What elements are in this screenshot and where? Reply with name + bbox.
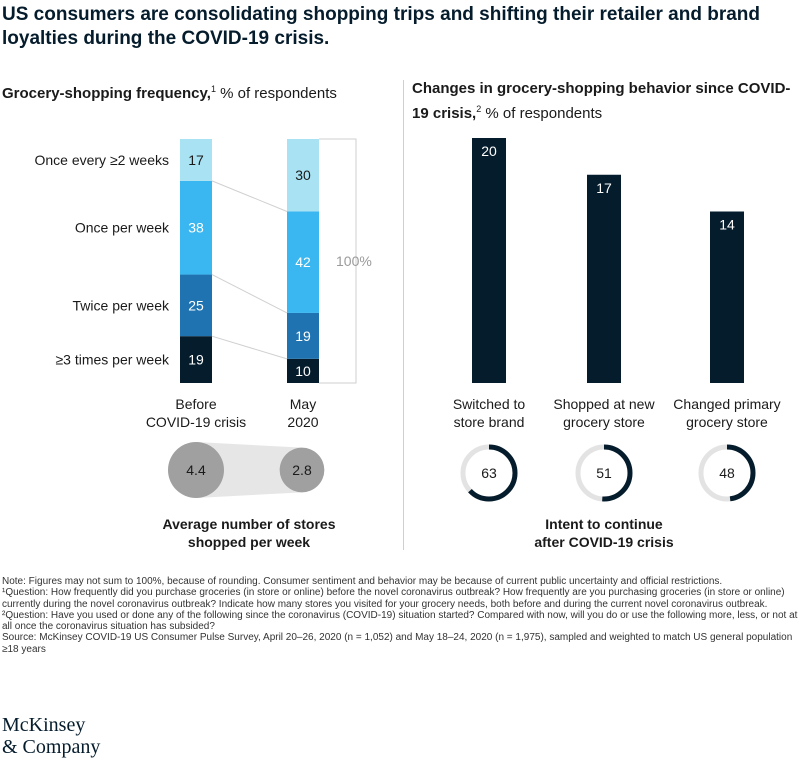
source-text: Source: McKinsey COVID-19 US Consumer Pu… (2, 632, 793, 655)
category-label: May 2020 (287, 396, 318, 430)
segment-connector-line (211, 180, 288, 212)
behavior-bar (710, 211, 744, 383)
stacked-bar-segment (180, 139, 212, 181)
category-label: Before COVID-19 crisis (146, 396, 246, 430)
mckinsey-logo: McKinsey & Company (2, 714, 100, 758)
series-label: Once per week (75, 220, 170, 236)
series-label: Twice per week (73, 297, 170, 313)
intent-value-label: 63 (481, 465, 497, 481)
right-heading-footnote: 2 (476, 104, 482, 114)
intent-caption: Intent to continue after COVID-19 crisis (534, 516, 673, 550)
behavior-value-label: 17 (596, 180, 612, 196)
segment-connector-line (211, 274, 288, 314)
stacked-bar-segment (180, 336, 212, 383)
stores-circle (168, 442, 224, 498)
stores-value-label: 4.4 (186, 462, 206, 478)
behavior-value-label: 20 (481, 143, 497, 159)
stacked-bar-segment (180, 180, 212, 275)
behavior-category-label: Changed primary grocery store (673, 396, 780, 430)
segment-value-label: 25 (188, 297, 204, 313)
segment-value-label: 17 (188, 152, 204, 168)
segment-value-label: 19 (188, 352, 204, 368)
segment-value-label: 10 (295, 363, 311, 379)
stacked-bar-segment (287, 312, 319, 359)
footnote-2: ²Question: Have you used or done any of … (2, 609, 798, 633)
segment-value-label: 38 (188, 220, 204, 236)
stacked-bar-segment (287, 211, 319, 313)
segment-value-label: 19 (295, 328, 311, 344)
footnotes: Note: Figures may not sum to 100%, becau… (2, 576, 798, 655)
stacked-bar-segment (287, 358, 319, 383)
left-heading-bold: Grocery-shopping frequency, (2, 85, 211, 102)
chart-title: US consumers are consolidating shopping … (2, 4, 760, 49)
total-label: 100% (336, 253, 372, 269)
intent-ring-arc (460, 444, 518, 502)
segment-connector-line (211, 335, 288, 360)
left-heading-unit: % of respondents (215, 85, 337, 102)
intent-ring-arc (575, 444, 633, 502)
intent-value-label: 48 (719, 465, 735, 481)
behavior-category-label: Switched to store brand (453, 396, 526, 430)
right-heading-bold: Changes in grocery-shopping behavior sin… (412, 80, 791, 122)
note-text: Note: Figures may not sum to 100%, becau… (2, 576, 723, 587)
intent-value-label: 51 (596, 465, 612, 481)
footnote-1: ¹Question: How frequently did you purcha… (2, 587, 785, 610)
stacked-bar-segment (287, 139, 319, 212)
stores-value-label: 2.8 (292, 462, 312, 478)
stacked-bar-segment (180, 274, 212, 337)
behavior-bar (472, 138, 506, 383)
left-heading-footnote: 1 (210, 84, 216, 94)
segment-value-label: 30 (295, 167, 311, 183)
stores-circle (279, 447, 325, 493)
behavior-bar (587, 174, 621, 383)
logo-line-2: & Company (2, 736, 101, 758)
series-label: ≥3 times per week (55, 352, 170, 368)
stores-connector-band (196, 442, 302, 498)
left-panel-heading: Grocery-shopping frequency,1 % of respon… (2, 79, 337, 104)
behavior-value-label: 14 (719, 217, 735, 233)
behavior-category-label: Shopped at new grocery store (553, 396, 655, 430)
logo-line-1: McKinsey (2, 714, 86, 736)
intent-ring-arc (698, 444, 756, 502)
right-panel-heading: Changes in grocery-shopping behavior sin… (412, 79, 797, 124)
stores-caption: Average number of stores shopped per week (163, 516, 336, 550)
panel-divider (403, 80, 404, 550)
chart-canvas: 19 25 38 17 10 19 42 30 ≥3 times per week Twice p… (34, 138, 781, 550)
segment-value-label: 42 (295, 254, 311, 270)
total-bracket (319, 138, 357, 384)
right-heading-unit: % of respondents (481, 105, 603, 122)
series-label: Once every ≥2 weeks (34, 152, 169, 168)
